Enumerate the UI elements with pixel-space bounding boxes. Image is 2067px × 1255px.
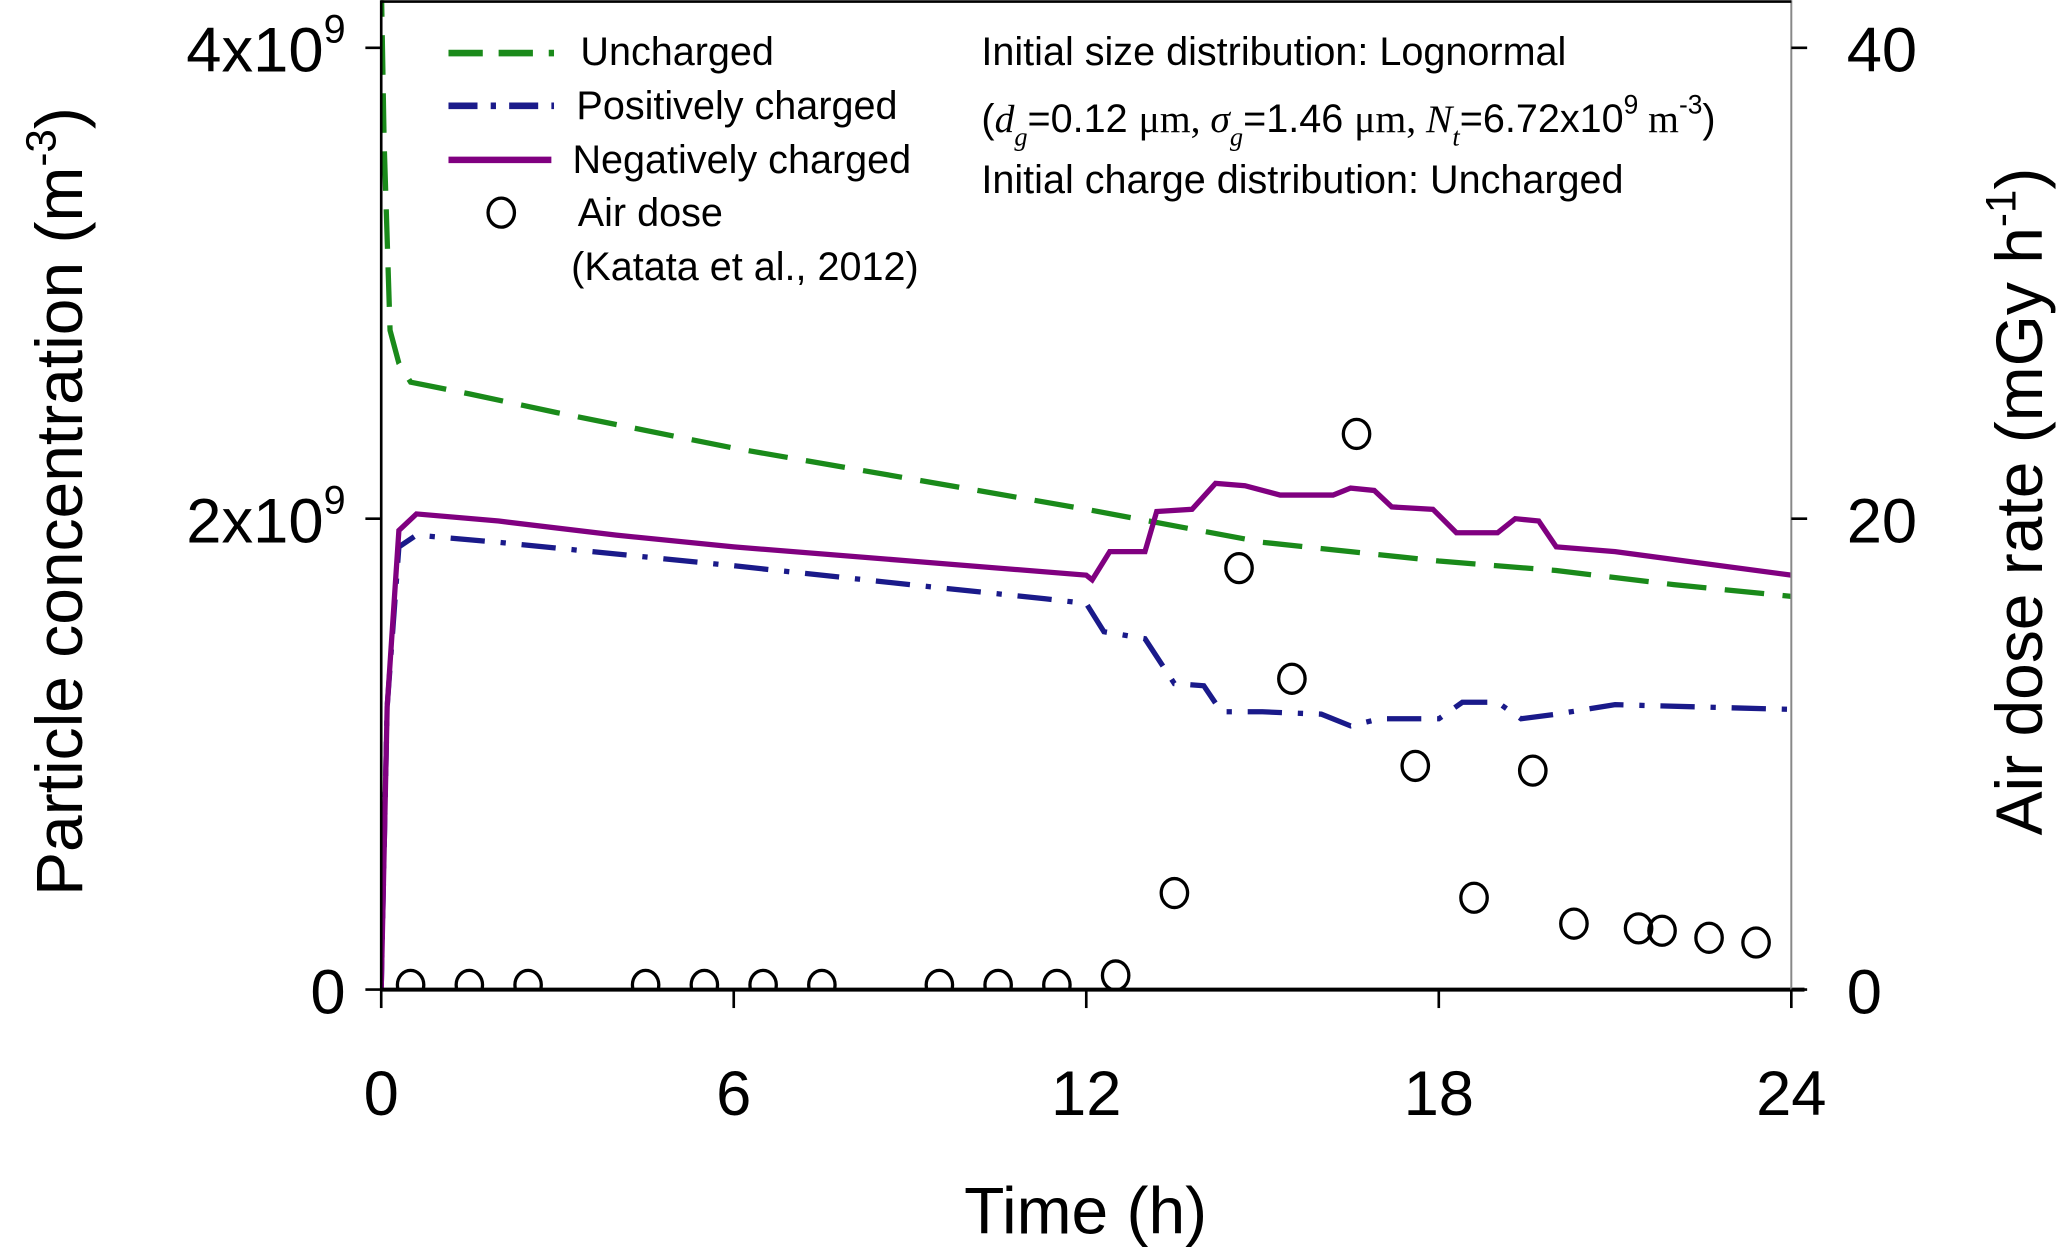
y-left-tick-label: 0 [310,957,345,1027]
air-dose-point [1623,912,1654,945]
annotation-line-3: Initial charge distribution: Uncharged [981,158,1623,202]
y-left-tick-label: 2x109 [186,478,345,556]
annotation: Initial size distribution: Lognormal (dg… [981,30,1715,202]
y-right-tick-label: 40 [1847,16,1917,86]
air-dose-point [1741,926,1771,959]
air-dose-point [924,968,955,990]
air-dose-point [807,968,837,990]
legend-label-uncharged: Uncharged [580,30,774,74]
axes [379,0,1805,992]
air-dose-point [1277,662,1307,695]
y-axis-right-label: Air dose rate (mGy h-1) [1978,168,2056,836]
air-dose-point [630,968,661,990]
series-line-uncharged [381,0,1792,599]
air-dose-point [1517,754,1548,787]
air-dose-point [1100,959,1131,990]
x-tick-label: 18 [1404,1059,1474,1129]
legend-note: (Katata et al., 2012) [571,245,918,289]
x-tick-label: 6 [716,1059,751,1129]
air-dose-point [395,968,426,990]
legend-marker-air-dose [486,196,517,229]
y-axis-left-label: Particle concentration (m-3) [17,107,95,896]
y-right-tick-label: 20 [1847,486,1917,556]
series-line-negatively-charged [381,480,1792,990]
air-dose-point [983,968,1013,990]
plot-area [381,0,1792,990]
annotation-line-1: Initial size distribution: Lognormal [981,30,1566,74]
air-dose-point [454,968,485,990]
ticks: 0 6 12 18 24 0 2x109 4x109 0 20 40 [186,7,1917,1128]
air-dose-point [1400,749,1431,783]
x-tick-label: 0 [364,1059,399,1129]
air-dose-point [689,968,720,990]
x-axis-label: Time (h) [964,1174,1207,1248]
air-dose-point [1224,551,1254,585]
air-dose-point [1559,907,1589,940]
series-air-dose [395,417,1771,990]
legend-label-negative: Negatively charged [572,138,911,182]
x-tick-label: 12 [1051,1059,1121,1129]
air-dose-point [748,968,778,990]
air-dose-point [1159,876,1190,910]
x-tick-label: 24 [1756,1059,1826,1129]
series-line-positively-charged [381,532,1792,990]
annotation-line-2: (dg=0.12 μm, σg=1.46 μm, Nt=6.72x109 m-3… [981,90,1715,152]
y-right-tick-label: 0 [1847,957,1882,1027]
legend: Uncharged Positively charged Negatively … [448,30,919,289]
air-dose-point [1042,968,1072,990]
air-dose-point [513,968,543,990]
legend-label-air-dose: Air dose [578,191,723,235]
air-dose-point [1647,914,1677,947]
y-left-tick-label: 4x109 [186,7,345,85]
air-dose-point [1694,921,1724,954]
air-dose-point [1341,417,1372,451]
air-dose-point [1459,881,1489,914]
legend-label-positive: Positively charged [576,84,897,128]
